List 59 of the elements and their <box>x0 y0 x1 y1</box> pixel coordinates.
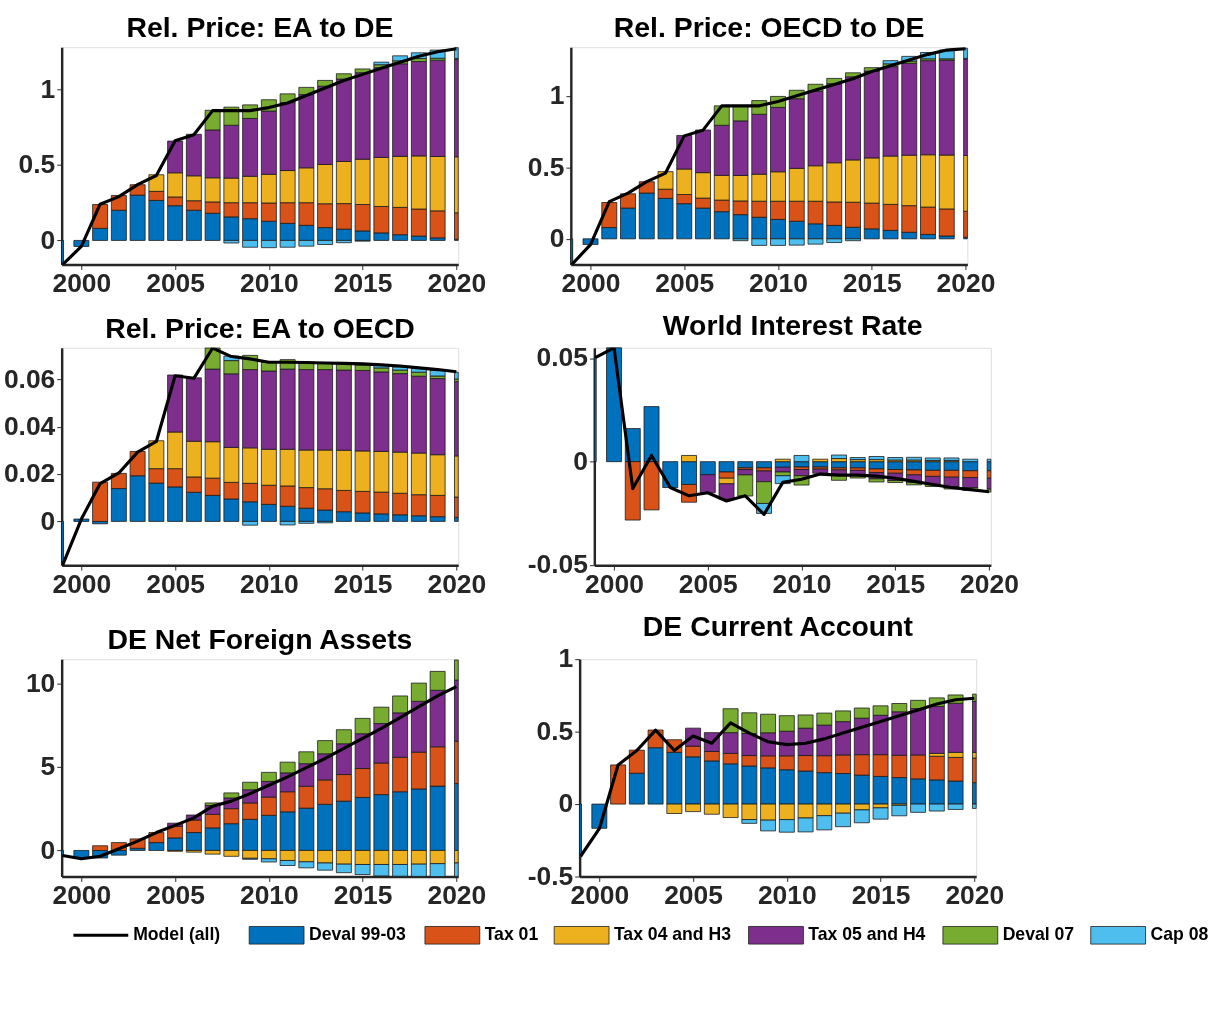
legend-label: Deval 07 <box>1002 924 1075 945</box>
legend-label: Tax 05 and H4 <box>808 924 926 945</box>
x-tick-label: 2015 <box>851 880 911 911</box>
y-tick-label: 0 <box>40 505 56 536</box>
y-tick-label: 0 <box>40 224 56 255</box>
y-tick-label: 1 <box>40 73 56 104</box>
legend-label: Cap 08 <box>1150 924 1209 945</box>
y-tick-label: 0 <box>573 445 588 476</box>
y-tick-label: 5 <box>40 751 56 782</box>
chart-title: Rel. Price: EA to OECD <box>105 311 415 344</box>
x-tick-label: 2000 <box>561 268 621 299</box>
x-tick-label: 2010 <box>239 569 299 600</box>
legend-label: Deval 99-03 <box>308 924 407 945</box>
x-tick-label: 2005 <box>146 880 205 911</box>
y-tick-label: 0 <box>40 834 56 865</box>
x-tick-label: 2020 <box>960 569 1019 600</box>
x-tick-label: 2010 <box>757 880 817 911</box>
x-tick-label: 2000 <box>52 880 112 911</box>
y-tick-label: 0.04 <box>3 411 56 442</box>
y-tick-label: 0.06 <box>3 363 56 394</box>
y-tick-label: 0.5 <box>527 151 565 182</box>
y-tick-label: 0.02 <box>3 458 56 489</box>
chart-title: DE Net Foreign Assets <box>107 623 413 656</box>
x-tick-label: 2015 <box>866 569 926 600</box>
y-tick-label: 0 <box>549 223 565 254</box>
y-tick-label: 0.5 <box>18 149 56 180</box>
chart-title: Rel. Price: OECD to DE <box>613 11 925 44</box>
y-tick-label: 0 <box>558 788 574 819</box>
x-tick-label: 2010 <box>749 268 808 299</box>
x-tick-label: 2005 <box>655 268 715 299</box>
legend-label: Tax 04 and H3 <box>613 924 732 945</box>
x-tick-label: 2015 <box>333 268 393 299</box>
x-tick-label: 2020 <box>427 569 487 600</box>
x-tick-label: 2005 <box>146 268 205 299</box>
x-tick-label: 2005 <box>664 880 723 911</box>
x-tick-label: 2010 <box>239 268 299 299</box>
y-tick-label: 10 <box>25 667 56 698</box>
x-tick-label: 2020 <box>427 880 487 911</box>
chart-title: World Interest Rate <box>662 308 923 341</box>
legend-label: Tax 01 <box>484 924 539 945</box>
x-tick-label: 2020 <box>936 268 996 299</box>
y-tick-label: 1 <box>549 80 565 111</box>
y-tick-label: 0.5 <box>536 715 574 746</box>
y-tick-label: 1 <box>558 643 574 674</box>
x-tick-label: 2020 <box>427 268 487 299</box>
legend-label: Model (all) <box>133 924 221 945</box>
x-tick-label: 2015 <box>333 880 393 911</box>
y-tick-label: 0.05 <box>536 342 588 373</box>
chart-title: Rel. Price: EA to DE <box>126 11 394 44</box>
x-tick-label: 2020 <box>945 880 1005 911</box>
x-tick-label: 2000 <box>52 268 112 299</box>
x-tick-label: 2005 <box>678 569 738 600</box>
x-tick-label: 2015 <box>333 569 393 600</box>
chart-title: DE Current Account <box>642 609 914 642</box>
x-tick-label: 2010 <box>239 880 299 911</box>
x-tick-label: 2000 <box>52 569 112 600</box>
x-tick-label: 2015 <box>842 268 902 299</box>
x-tick-label: 2010 <box>772 569 832 600</box>
x-tick-label: 2005 <box>146 569 205 600</box>
